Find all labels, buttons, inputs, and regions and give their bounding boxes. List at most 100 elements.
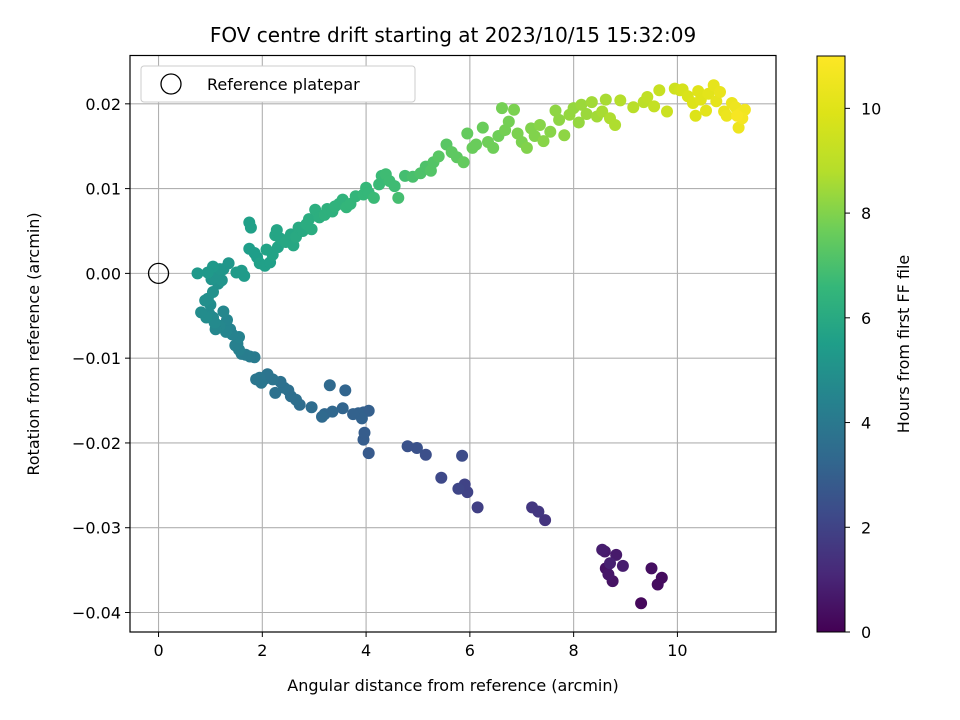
data-point (572, 116, 585, 129)
plot-frame (129, 54, 777, 633)
colorbar-tick-label: 0 (861, 623, 871, 642)
y-tick-label: −0.03 (72, 519, 121, 538)
data-point (303, 213, 315, 226)
data-point (199, 294, 212, 307)
data-point (604, 557, 616, 570)
data-point (720, 109, 733, 122)
x-tick-label: 8 (569, 641, 579, 660)
data-point (487, 141, 500, 154)
data-point (533, 119, 546, 131)
data-point (323, 379, 336, 392)
data-point (641, 91, 654, 103)
data-point (244, 221, 257, 234)
x-tick-label: 0 (153, 641, 163, 660)
data-point (476, 121, 489, 134)
data-point (575, 98, 588, 111)
reference-platepar-marker (147, 262, 170, 285)
data-point (222, 257, 235, 270)
data-point (627, 101, 640, 114)
colorbar (816, 55, 846, 633)
data-point (526, 501, 539, 514)
data-point (367, 191, 380, 204)
y-tick-label: 0.01 (85, 180, 121, 199)
y-tick-label: −0.02 (72, 434, 121, 453)
data-point (410, 442, 423, 454)
legend: Reference platepar (140, 65, 416, 103)
data-point (250, 373, 263, 386)
data-point (599, 93, 612, 106)
data-point (549, 104, 562, 117)
data-point (452, 482, 465, 495)
x-tick-label: 6 (465, 641, 475, 660)
data-point (201, 266, 214, 279)
y-tick-label: −0.01 (72, 349, 121, 368)
data-point (596, 543, 609, 556)
data-point (609, 119, 622, 131)
data-point (585, 96, 598, 109)
data-point (316, 410, 328, 423)
x-tick-label: 2 (257, 641, 267, 660)
data-point (461, 127, 474, 140)
data-point (520, 141, 533, 154)
points-layer (191, 79, 751, 610)
colorbar-tick-label: 10 (861, 99, 881, 118)
data-point (388, 180, 401, 193)
data-point (553, 113, 566, 126)
data-point (714, 86, 726, 98)
data-point (419, 448, 432, 461)
data-point (528, 130, 541, 142)
data-point (502, 115, 515, 128)
data-point (661, 105, 673, 118)
data-point (269, 386, 282, 399)
data-point (537, 135, 550, 148)
y-axis-label: Rotation from reference (arcmin) (24, 212, 43, 475)
data-point (645, 562, 658, 575)
data-point (191, 267, 204, 280)
data-point (432, 150, 445, 163)
data-point (558, 129, 571, 142)
x-tick-label: 4 (361, 641, 371, 660)
data-point (339, 384, 352, 397)
legend-box (140, 65, 416, 103)
data-point (235, 264, 248, 277)
data-point (648, 100, 661, 113)
data-point (732, 121, 745, 134)
data-point (496, 102, 508, 115)
data-point (305, 223, 318, 236)
grid-layer (130, 55, 776, 632)
data-point (689, 109, 702, 122)
legend-label: Reference platepar (207, 75, 360, 94)
data-point (305, 401, 318, 414)
y-tick-label: 0.00 (85, 264, 121, 283)
data-point (614, 94, 627, 107)
data-point (616, 559, 629, 572)
chart-title: FOV centre drift starting at 2023/10/15 … (210, 23, 696, 47)
data-point (544, 125, 557, 138)
data-point (435, 471, 448, 484)
data-point (392, 191, 405, 204)
colorbar-label: Hours from first FF file (894, 255, 913, 434)
data-point (710, 95, 723, 108)
data-point (653, 84, 666, 97)
colorbar-tick-label: 8 (861, 204, 871, 223)
data-point (471, 501, 484, 514)
data-point (358, 426, 371, 439)
data-point (635, 597, 648, 610)
data-point (217, 305, 230, 318)
data-point (602, 568, 615, 581)
y-tick-label: −0.04 (72, 604, 121, 623)
data-point (596, 105, 609, 118)
x-tick-label: 10 (667, 641, 687, 660)
data-point (260, 243, 273, 256)
legend-marker-icon (160, 73, 182, 95)
data-point (336, 402, 349, 415)
data-point (270, 224, 283, 237)
data-point (401, 440, 414, 453)
ticks-layer: 0 2 4 6 8 10 0.02 0.01 0.00 −0.01 −0.02 −0.03 −0.04 (72, 95, 688, 660)
data-point (456, 449, 469, 462)
colorbar-tick-label: 2 (861, 518, 871, 537)
data-point (470, 138, 483, 151)
data-point (700, 104, 712, 117)
colorbar-tick-label: 4 (861, 414, 871, 433)
